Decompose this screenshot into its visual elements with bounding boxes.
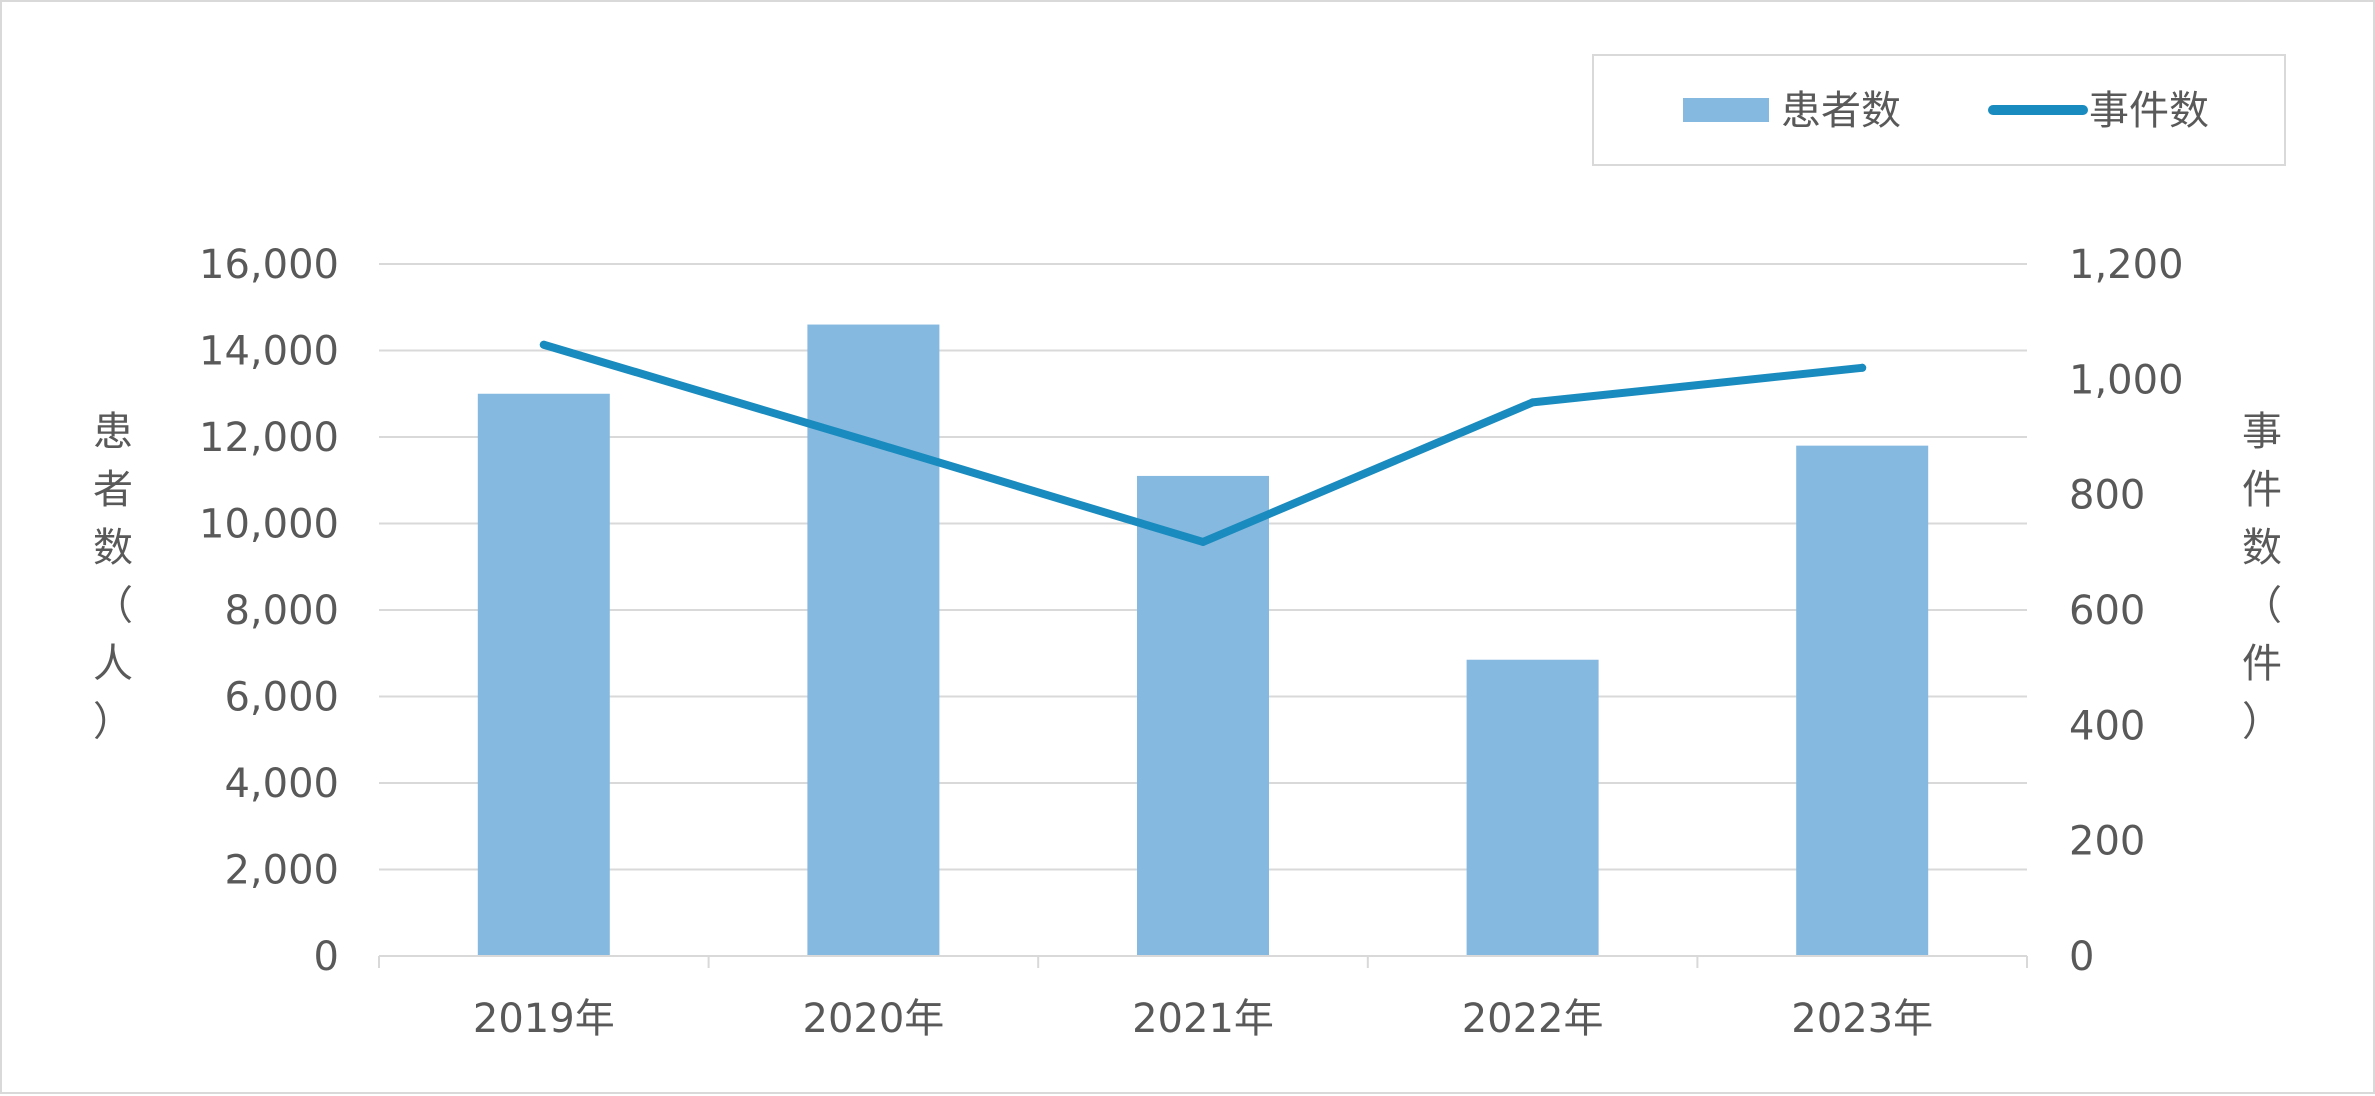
legend-label-line: 事件数 — [2089, 88, 2209, 134]
x-tick-label: 2020年 — [803, 996, 945, 1042]
line-point — [1528, 398, 1537, 407]
legend: 患者数 事件数 — [1592, 54, 2286, 166]
bar — [477, 393, 610, 956]
y-tick-label: 16,000 — [199, 242, 339, 288]
x-tick-label: 2023年 — [1791, 996, 1933, 1042]
y-tick-label: 6,000 — [224, 675, 339, 721]
line-point — [1858, 363, 1867, 372]
bar — [1466, 659, 1599, 956]
y-tick-label: 10,000 — [199, 502, 339, 548]
y2-tick-label: 1,000 — [2069, 357, 2184, 403]
axis-title-text: 患者数（人） — [93, 409, 133, 745]
y2-tick-label: 800 — [2069, 473, 2145, 519]
bar — [1137, 475, 1269, 956]
y2-tick-label: 0 — [2069, 934, 2094, 980]
y2-tick-label: 1,200 — [2069, 242, 2184, 288]
bar — [807, 324, 940, 956]
axis-title-text: 事件数（件） — [2242, 409, 2282, 745]
line-point — [869, 438, 878, 447]
line-point — [1199, 537, 1207, 546]
y-tick-label: 0 — [314, 934, 339, 980]
x-tick-label: 2022年 — [1462, 996, 1604, 1042]
y2-axis-title: 事件数（件） — [2242, 409, 2282, 745]
line-point — [539, 340, 548, 349]
y-tick-label: 8,000 — [224, 588, 339, 634]
y2-tick-label: 400 — [2069, 703, 2145, 749]
legend-label-bar: 患者数 — [1781, 88, 1901, 134]
y-axis-title: 患者数（人） — [93, 409, 133, 745]
y-tick-label: 4,000 — [224, 761, 339, 807]
line-series — [539, 340, 1867, 546]
y-tick-label: 12,000 — [199, 415, 339, 461]
x-tick-label: 2019年 — [473, 996, 615, 1042]
bar-series — [477, 324, 1929, 956]
legend-swatch-bar — [1683, 98, 1769, 122]
axes: 0 2,000 4,000 6,000 8,000 10,000 12,000 14,000 1… — [199, 242, 2183, 1042]
y2-tick-label: 600 — [2069, 588, 2145, 634]
bar — [1796, 445, 1929, 956]
x-tick-label: 2021年 — [1132, 996, 1274, 1042]
y-tick-label: 2,000 — [224, 848, 339, 894]
y2-tick-label: 200 — [2069, 819, 2145, 865]
y-tick-label: 14,000 — [199, 329, 339, 375]
